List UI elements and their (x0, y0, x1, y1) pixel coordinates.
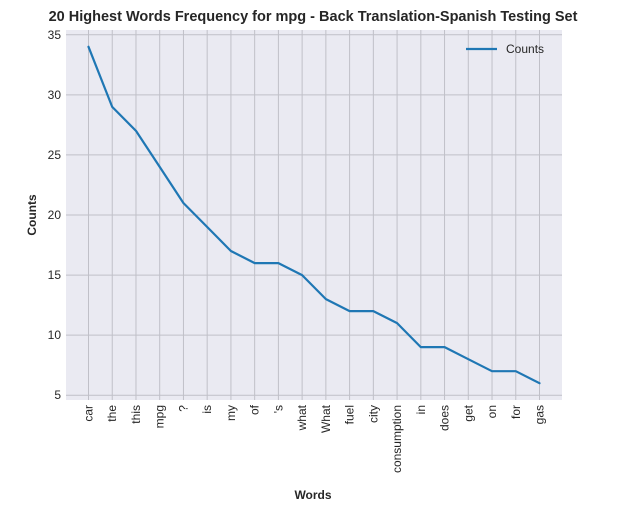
x-tick-label: is (200, 405, 214, 414)
x-tick-label: the (105, 405, 119, 422)
x-tick-label: this (129, 405, 143, 424)
x-tick-label: on (485, 405, 499, 418)
y-tick-label: 30 (48, 88, 62, 102)
y-tick-label: 35 (48, 28, 62, 42)
y-tick-label: 5 (54, 388, 61, 402)
x-axis-ticks: car the this mpg? is my of 's what What fuel city co… (82, 404, 547, 473)
x-tick-label: for (509, 405, 523, 419)
y-axis-label: Counts (25, 194, 39, 236)
x-tick-label: fuel (343, 405, 357, 424)
y-axis-ticks: 5 10 15 20 25 30 35 (48, 28, 62, 402)
x-tick-label: ? (176, 405, 190, 412)
x-tick-label: of (248, 404, 262, 415)
x-tick-label: get (461, 404, 475, 421)
x-tick-label: gas (533, 405, 547, 424)
series-line (87, 45, 541, 385)
series-layer (87, 45, 541, 385)
chart-title: 20 Highest Words Frequency for mpg - Bac… (49, 9, 578, 25)
x-tick-label: consumption (390, 405, 404, 473)
x-axis-label: Words (294, 488, 331, 502)
x-tick-label: my (224, 405, 238, 421)
x-tick-label: what (295, 404, 309, 431)
x-tick-label: 's (271, 405, 285, 413)
x-tick-label: in (414, 405, 428, 414)
legend-label: Counts (506, 42, 544, 56)
y-tick-label: 15 (48, 268, 62, 282)
x-tick-label: car (82, 405, 96, 422)
y-tick-label: 20 (48, 208, 62, 222)
grid-lines (66, 30, 562, 400)
x-tick-label: mpg (153, 405, 167, 428)
legend: Counts (466, 42, 544, 56)
y-tick-label: 10 (48, 328, 62, 342)
x-tick-label: does (438, 405, 452, 431)
y-tick-label: 25 (48, 148, 62, 162)
x-tick-label: city (366, 405, 380, 423)
x-tick-label: What (319, 404, 333, 433)
